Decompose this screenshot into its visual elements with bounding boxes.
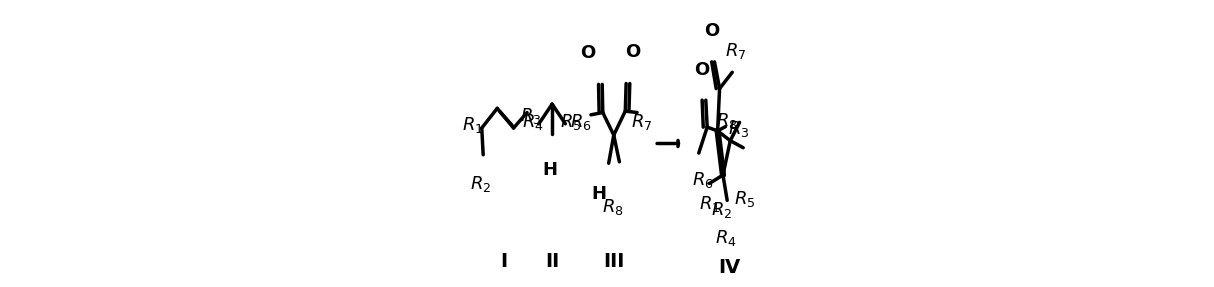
Text: I: I [500,252,507,271]
Text: $R_5$: $R_5$ [560,113,582,132]
Text: H: H [543,161,557,179]
Text: II: II [545,252,560,271]
Text: III: III [603,252,625,271]
Text: $R_1$: $R_1$ [699,194,720,214]
Text: $R_8$: $R_8$ [602,197,624,217]
Text: $R_4$: $R_4$ [522,113,544,132]
Text: O: O [693,61,709,79]
Text: IV: IV [719,258,741,277]
Text: $R_1$: $R_1$ [461,115,483,135]
Text: $R_2$: $R_2$ [711,201,732,220]
Text: O: O [704,22,720,40]
Text: $R_3$: $R_3$ [520,106,541,126]
Text: $R_5$: $R_5$ [734,189,756,209]
Text: H: H [591,185,607,203]
Text: O: O [579,44,595,63]
Text: $R_6$: $R_6$ [692,170,714,189]
Text: $R_6$: $R_6$ [571,113,592,132]
Text: $R_8$: $R_8$ [716,111,738,131]
Text: $R_7$: $R_7$ [631,112,653,131]
Text: $R_7$: $R_7$ [725,41,747,61]
Text: $R_4$: $R_4$ [715,228,737,248]
Text: $R_3$: $R_3$ [727,119,749,139]
Text: $R_2$: $R_2$ [470,174,490,194]
Text: O: O [625,43,640,61]
